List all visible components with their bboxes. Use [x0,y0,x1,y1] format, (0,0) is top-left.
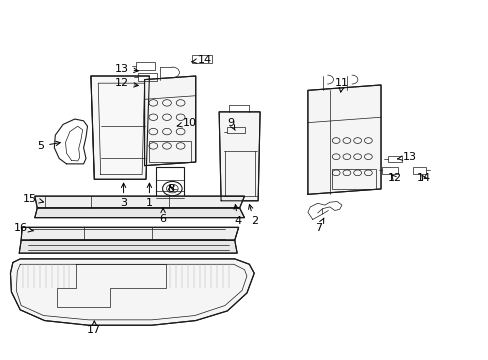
Bar [331,169,375,189]
Text: 6: 6 [159,208,166,224]
Text: 3: 3 [120,183,127,208]
Text: 13: 13 [114,64,138,74]
Polygon shape [19,240,237,253]
Polygon shape [21,227,238,240]
Bar [138,73,157,81]
Polygon shape [35,208,244,218]
Text: 10: 10 [177,118,197,128]
Text: 13: 13 [397,152,416,162]
Text: 12: 12 [387,173,401,183]
Text: 4: 4 [233,204,241,226]
Text: 17: 17 [87,321,101,335]
Text: 16: 16 [14,224,34,233]
Text: 14: 14 [416,173,430,183]
Bar [412,167,426,174]
Text: 14: 14 [191,55,211,65]
Text: 11: 11 [334,78,348,92]
Polygon shape [144,76,195,166]
Bar [136,62,155,69]
Polygon shape [35,196,244,208]
Text: 9: 9 [227,118,235,130]
Polygon shape [307,85,380,194]
Bar [149,140,190,162]
Bar [382,167,397,174]
Bar [387,156,402,162]
Text: 2: 2 [248,204,257,226]
Bar [192,55,211,63]
Text: 1: 1 [145,183,153,208]
Text: 7: 7 [314,218,323,233]
Text: 5: 5 [37,141,60,151]
Polygon shape [10,259,254,325]
Polygon shape [91,76,149,179]
Bar [226,127,245,134]
Polygon shape [219,112,260,201]
Bar [156,167,183,204]
Text: 12: 12 [114,78,138,88]
Text: 15: 15 [23,194,43,204]
Text: 8: 8 [166,184,174,194]
